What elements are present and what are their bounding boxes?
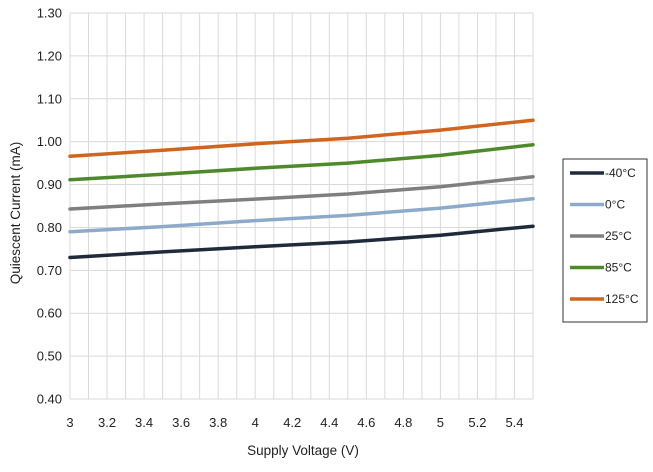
y-tick-label: 1.20 (37, 48, 62, 63)
y-tick-label: 0.40 (37, 392, 62, 407)
legend-label: 25°C (605, 229, 632, 243)
series-line (68, 118, 535, 158)
series-line (68, 175, 535, 211)
x-axis-title: Supply Voltage (V) (247, 443, 359, 458)
x-tick-label: 3.2 (98, 415, 116, 430)
y-tick-label: 0.80 (37, 220, 62, 235)
x-tick-label: 4.2 (283, 415, 301, 430)
series-line (68, 196, 535, 234)
legend-label: 0°C (605, 198, 625, 212)
series-line (68, 224, 535, 260)
legend-label: 85°C (605, 261, 632, 275)
x-tick-label: 4.4 (320, 415, 338, 430)
legend-label: 125°C (605, 292, 639, 306)
y-tick-label: 1.30 (37, 6, 62, 21)
x-tick-label: 4.6 (357, 415, 375, 430)
legend: -40°C 0°C 25°C 85°C 125°C (562, 158, 648, 323)
y-tick-label: 1.00 (37, 134, 62, 149)
x-tick-labels: 3 3.2 3.4 3.6 3.8 4 4.2 4.4 4.6 4.8 5 5.2 5.4 (66, 415, 523, 430)
y-tick-label: 0.50 (37, 349, 62, 364)
y-tick-label: 0.90 (37, 177, 62, 192)
x-tick-label: 4 (252, 415, 259, 430)
y-axis-title: Quiescent Current (mA) (8, 142, 23, 285)
x-tick-label: 5 (437, 415, 444, 430)
series-lines (68, 118, 535, 260)
series-line (68, 142, 535, 182)
y-tick-labels: 0.40 0.50 0.60 0.70 0.80 0.90 1.00 1.10 1.20 1.30 (37, 6, 62, 407)
legend-label: -40°C (605, 166, 636, 180)
x-tick-label: 3.4 (135, 415, 153, 430)
y-tick-label: 1.10 (37, 91, 62, 106)
x-tick-label: 5.4 (505, 415, 523, 430)
x-tick-label: 3.8 (209, 415, 227, 430)
x-tick-label: 3 (66, 415, 73, 430)
x-tick-label: 5.2 (468, 415, 486, 430)
grid (69, 12, 534, 400)
x-tick-label: 4.8 (394, 415, 412, 430)
y-tick-label: 0.70 (37, 263, 62, 278)
x-tick-label: 3.6 (172, 415, 190, 430)
y-tick-label: 0.60 (37, 306, 62, 321)
legend-box (562, 158, 648, 323)
